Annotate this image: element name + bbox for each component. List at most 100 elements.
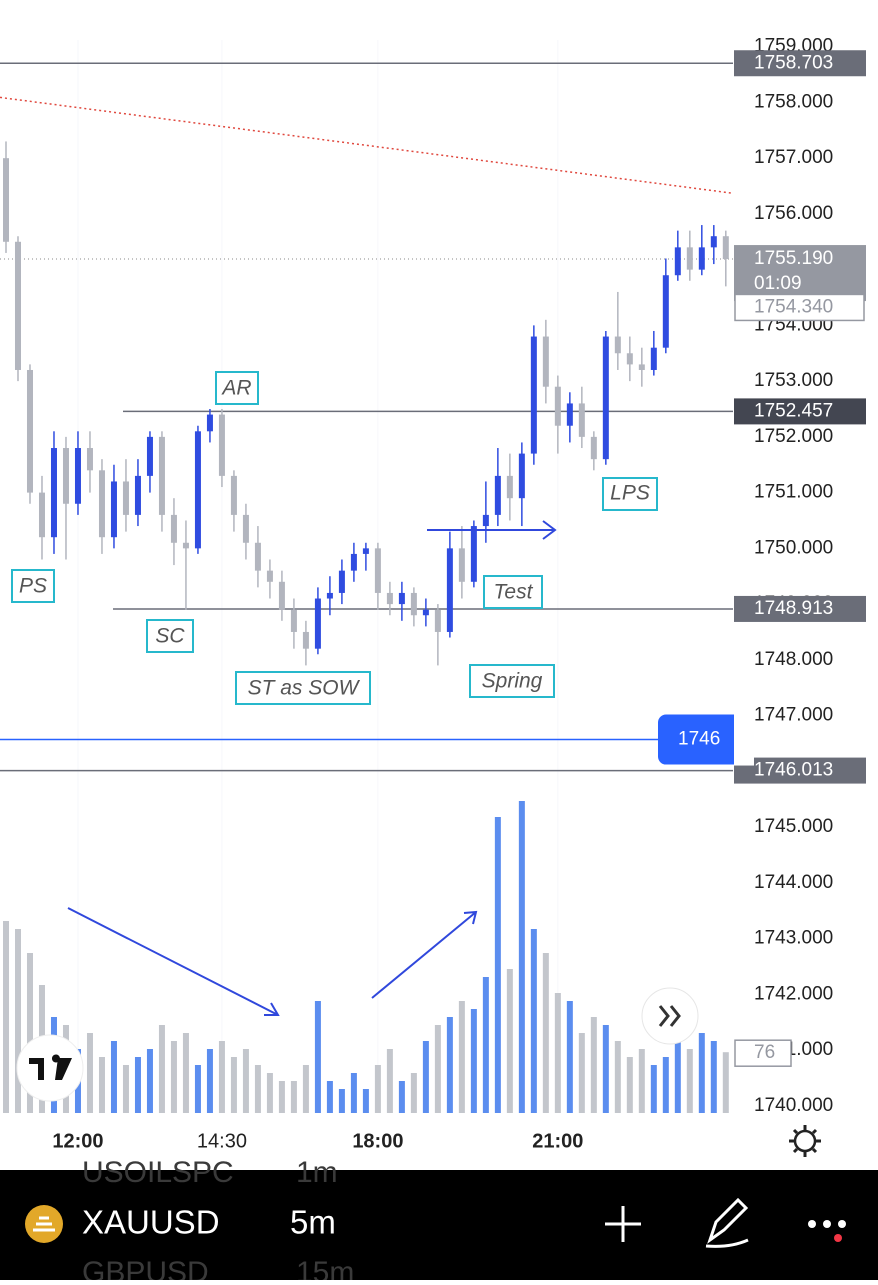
candle-body xyxy=(398,592,405,605)
volume-bar xyxy=(2,921,9,1113)
annotation: AR xyxy=(215,371,259,405)
level-label: 1758.703 xyxy=(754,52,833,73)
add-button[interactable] xyxy=(605,1206,641,1242)
annotation-label: PS xyxy=(19,575,47,598)
candle-body xyxy=(182,542,189,549)
volume-bar xyxy=(242,1049,249,1113)
volume-bar xyxy=(158,1025,165,1113)
volume-bar xyxy=(314,1001,321,1113)
volume-bar xyxy=(362,1089,369,1113)
volume-bar xyxy=(686,1049,693,1113)
watchlist-interval[interactable]: 1m xyxy=(296,1156,338,1189)
annotation-label: Spring xyxy=(482,670,543,693)
level-label: 1748.913 xyxy=(754,598,833,619)
logo[interactable] xyxy=(16,1034,84,1102)
candle-body xyxy=(242,514,249,543)
candle-body xyxy=(50,448,57,538)
draw-button[interactable] xyxy=(705,1197,749,1248)
candle-body xyxy=(482,514,489,527)
annotation-label: AR xyxy=(220,377,251,400)
x-tick-label: 12:00 xyxy=(52,1130,103,1152)
watchlist-symbol[interactable]: USOILSPC xyxy=(82,1156,234,1189)
annotations: PS SC AR ST as SOW Test Spring LPS xyxy=(11,371,658,705)
candle-body xyxy=(74,448,81,504)
watchlist-interval[interactable]: 15m xyxy=(296,1256,354,1285)
volume-bar xyxy=(98,1057,105,1113)
volume-bar xyxy=(530,929,537,1113)
last-price-label: 1755.190 xyxy=(754,248,833,269)
y-tick-label: 1745.000 xyxy=(754,816,833,837)
candle-body xyxy=(254,542,261,571)
y-tick-label: 1747.000 xyxy=(754,705,833,726)
volume-bar xyxy=(626,1057,633,1113)
candle-body xyxy=(494,475,501,515)
volume-bar xyxy=(14,929,21,1113)
volume-bar xyxy=(374,1065,381,1113)
candle-body xyxy=(662,275,669,348)
volume-badge xyxy=(734,1039,792,1067)
candle-body xyxy=(650,347,657,370)
candle-body xyxy=(326,592,333,599)
candle-body xyxy=(578,403,585,437)
volume-bar xyxy=(146,1049,153,1113)
candle-body xyxy=(614,336,621,354)
annotation-label: Test xyxy=(494,581,534,604)
volume-bar xyxy=(674,1041,681,1113)
alert-badge-cut xyxy=(734,713,754,766)
y-tick-label: 1752.000 xyxy=(754,426,833,447)
volume-bar xyxy=(566,1001,573,1113)
candle-body xyxy=(110,481,117,538)
volume-bar xyxy=(422,1041,429,1113)
y-tick-label: 1757.000 xyxy=(754,147,833,168)
annotation-label: LPS xyxy=(610,482,650,505)
annotation: Spring xyxy=(469,664,555,698)
volume-bar xyxy=(650,1065,657,1113)
countdown: 01:09 xyxy=(754,273,802,294)
candle-body xyxy=(86,448,93,471)
level-badge xyxy=(734,50,866,77)
annotation-label: SC xyxy=(155,625,185,648)
candle-body xyxy=(710,236,717,248)
volume-bar xyxy=(518,801,525,1113)
candle-body xyxy=(14,241,21,370)
candle-body xyxy=(2,158,9,242)
y-tick-label: 1742.000 xyxy=(754,983,833,1004)
interval[interactable]: 5m xyxy=(290,1204,336,1241)
annotation: Test xyxy=(483,575,543,609)
candle-body xyxy=(170,514,177,543)
candle-body xyxy=(518,453,525,499)
candle-body xyxy=(218,414,225,476)
volume-bar xyxy=(110,1041,117,1113)
candle-body xyxy=(278,581,285,610)
y-tick-label: 1740.000 xyxy=(754,1095,833,1116)
scroll-button[interactable] xyxy=(641,987,699,1045)
volume-bar xyxy=(326,1081,333,1113)
volume-bar xyxy=(470,1009,477,1113)
volume-bar xyxy=(134,1057,141,1113)
volume-bar xyxy=(662,1057,669,1113)
watchlist-symbol[interactable]: GBPUSD xyxy=(82,1256,209,1285)
candle-body xyxy=(530,336,537,454)
candle-body xyxy=(314,598,321,649)
alert-label: 1746 xyxy=(678,729,720,750)
annotation: LPS xyxy=(602,477,658,511)
candle-body xyxy=(266,570,273,582)
symbol[interactable]: XAUUSD xyxy=(82,1204,220,1241)
level-badge xyxy=(734,595,866,622)
candle-body xyxy=(698,247,705,270)
symbol-icon-bars xyxy=(33,1216,55,1232)
candle-body xyxy=(134,475,141,515)
candle-body xyxy=(626,353,633,365)
y-tick-label: 1748.000 xyxy=(754,649,833,670)
x-tick-label: 14:30 xyxy=(197,1130,247,1152)
candle-body xyxy=(422,609,429,616)
more-button[interactable] xyxy=(808,1220,846,1242)
prev-close-badge xyxy=(734,293,865,322)
volume-bar xyxy=(434,1025,441,1113)
candle-body xyxy=(338,570,345,593)
y-tick-label: 1751.000 xyxy=(754,482,833,503)
volume-bar xyxy=(218,1041,225,1113)
volume-bar xyxy=(266,1073,273,1113)
settings-icon[interactable] xyxy=(789,1125,821,1157)
